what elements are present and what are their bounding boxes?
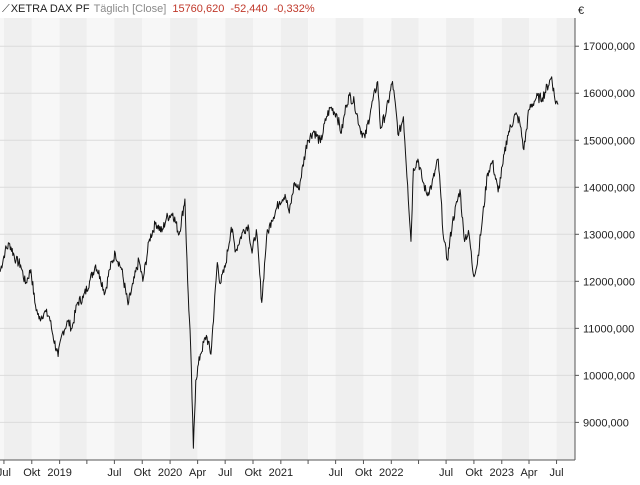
x-tick-label: 2019 — [47, 467, 71, 479]
series-layer — [0, 76, 559, 449]
x-tick-label: 2023 — [490, 467, 514, 479]
background-band — [556, 18, 575, 460]
y-tick-label: 11000,000 — [583, 323, 634, 335]
x-tick-label: Jul — [550, 467, 564, 479]
grid-lines — [0, 45, 575, 423]
price-change-percent: -0,332% — [273, 3, 315, 15]
background-band — [114, 18, 143, 460]
currency-label: € — [578, 5, 584, 17]
background-band — [86, 18, 115, 460]
chart-header: ⟋ XETRA DAX PF Täglich [Close] 15760,620 -52… — [2, 3, 315, 16]
background-band — [473, 18, 502, 460]
x-tick-label: 2020 — [158, 467, 182, 479]
background-band — [31, 18, 60, 460]
background-band — [142, 18, 171, 460]
x-tick-label: Okt — [465, 467, 482, 479]
background-band — [0, 18, 4, 460]
x-tick-label: Okt — [355, 467, 372, 479]
y-tick-label: 12000,000 — [583, 276, 635, 288]
background-band — [280, 18, 309, 460]
price-series-line — [0, 76, 559, 449]
y-tick-label: 16000,000 — [583, 88, 635, 100]
x-tick-label: Apr — [520, 467, 537, 479]
background-band — [225, 18, 253, 460]
y-tick-label: 17000,000 — [583, 41, 635, 53]
background-band — [418, 18, 447, 460]
y-tick-label: 13000,000 — [583, 229, 635, 241]
price-change: -52,440 — [230, 3, 268, 15]
x-tick-label: Okt — [23, 467, 40, 479]
x-tick-label: Jul — [0, 467, 11, 479]
y-tick-label: 14000,000 — [583, 182, 635, 194]
background-band — [363, 18, 392, 460]
background-band — [501, 18, 529, 460]
background-band — [391, 18, 419, 460]
x-tick-label: Jul — [218, 467, 232, 479]
background-band — [3, 18, 32, 460]
background-band — [335, 18, 364, 460]
y-axis: 9000,000 10000,000 11000,000 12000,000 13000… — [574, 5, 635, 460]
y-tick-label: 9000,000 — [583, 417, 629, 429]
background-band — [308, 18, 336, 460]
x-tick-label: Jul — [329, 467, 343, 479]
background-bands — [0, 18, 575, 460]
last-price: 15760,620 — [172, 3, 225, 15]
line-chart-icon[interactable]: ⟋ — [2, 3, 10, 15]
x-tick-label: Okt — [244, 467, 261, 479]
x-tick-label: Apr — [189, 467, 206, 479]
interval-label: Täglich [Close] — [93, 3, 167, 15]
x-tick-label: Jul — [439, 467, 453, 479]
y-tick-label: 10000,000 — [583, 370, 635, 382]
x-tick-label: Jul — [107, 467, 121, 479]
background-band — [529, 18, 557, 460]
background-band — [59, 18, 87, 460]
x-tick-label: 2021 — [269, 467, 293, 479]
x-tick-label: 2022 — [379, 467, 403, 479]
x-tick-label: Okt — [134, 467, 151, 479]
y-tick-label: 15000,000 — [583, 135, 635, 147]
x-axis: Jul Okt 2019 Jul Okt 2020 Apr Jul Okt 2021 Jul Okt 2… — [0, 459, 575, 479]
background-band — [170, 18, 198, 460]
background-band — [197, 18, 226, 460]
instrument-symbol: XETRA DAX PF — [10, 3, 90, 15]
